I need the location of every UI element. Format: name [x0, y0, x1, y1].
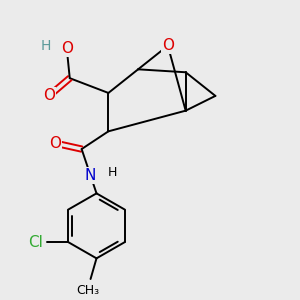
Text: H: H [108, 166, 118, 179]
Text: O: O [49, 136, 61, 151]
Text: O: O [162, 38, 174, 53]
Text: H: H [41, 39, 51, 53]
Text: O: O [43, 88, 55, 104]
Text: N: N [85, 168, 96, 183]
Text: O: O [61, 41, 73, 56]
Text: Cl: Cl [28, 235, 43, 250]
Text: CH₃: CH₃ [76, 284, 99, 297]
